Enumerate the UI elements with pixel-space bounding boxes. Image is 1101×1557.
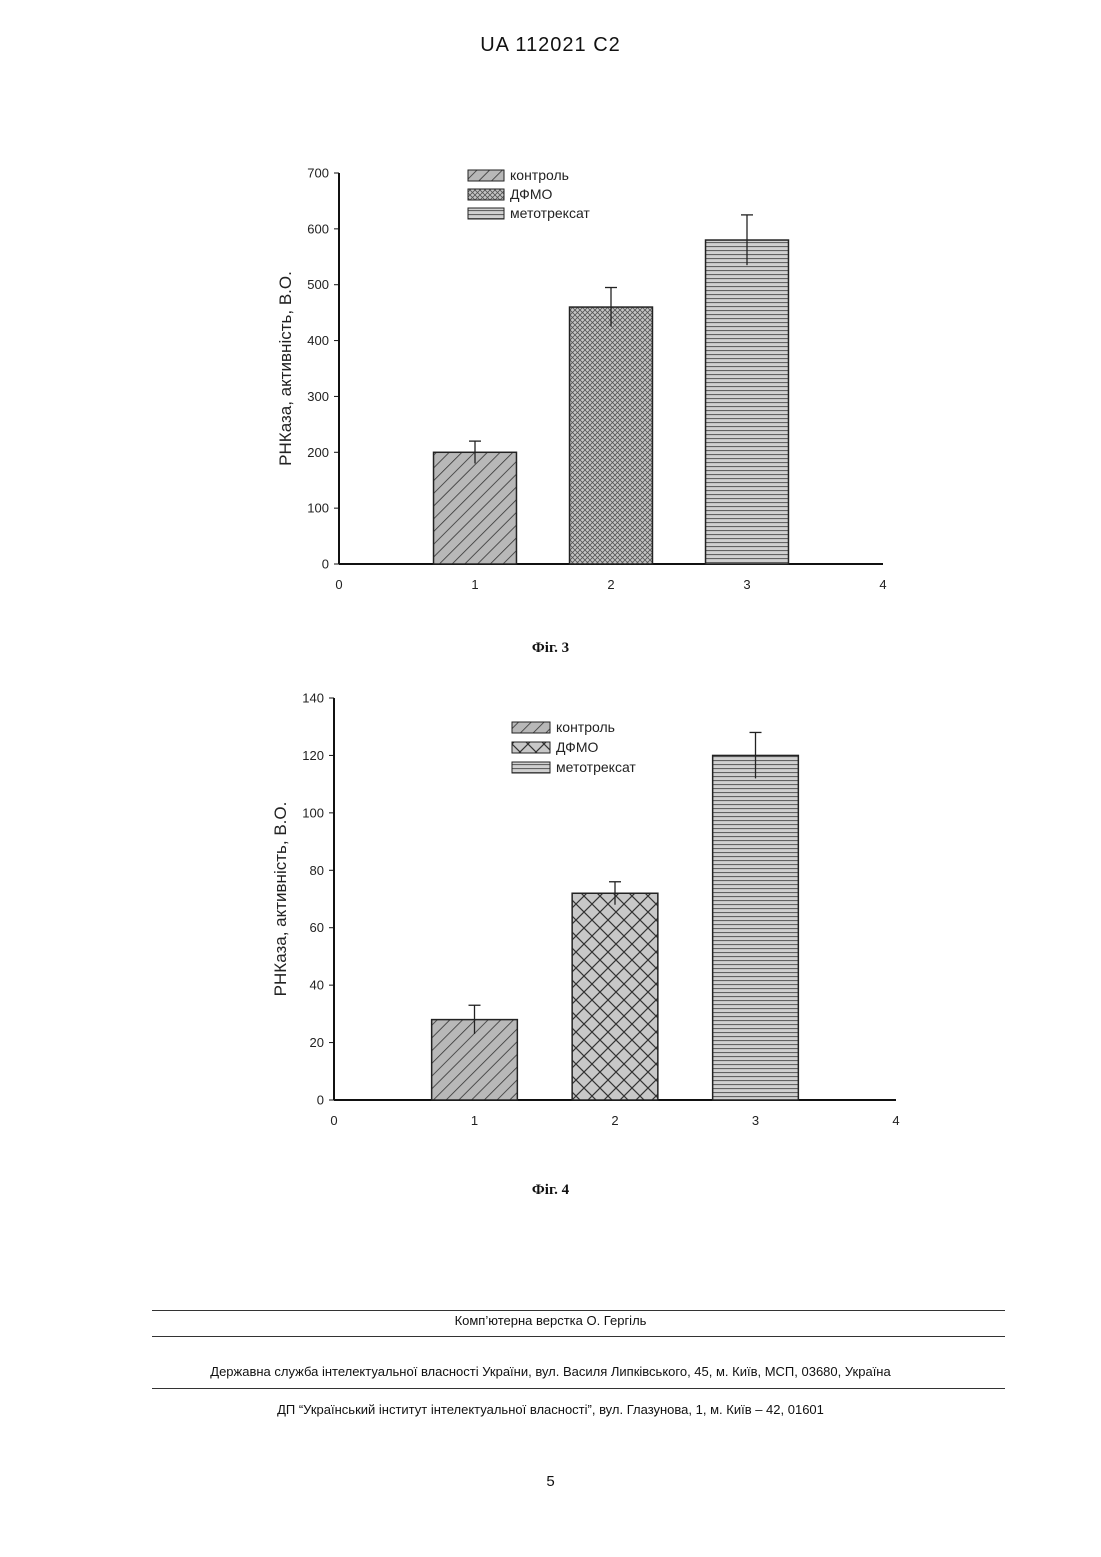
y-tick-label: 100 (302, 805, 324, 820)
legend-label: ДФМО (510, 186, 552, 202)
y-tick-label: 0 (317, 1093, 324, 1108)
bar (713, 755, 799, 1100)
x-tick-label: 0 (330, 1113, 337, 1128)
y-tick-label: 40 (310, 978, 324, 993)
x-tick-label: 2 (607, 577, 614, 592)
fig4-caption: Фіг. 4 (0, 1182, 1101, 1199)
x-tick-label: 1 (471, 1113, 478, 1128)
footer-office-address: Державна служба інтелектуальної власност… (0, 1364, 1101, 1379)
y-tick-label: 140 (302, 691, 324, 706)
legend-swatch (512, 762, 550, 773)
bar (572, 893, 658, 1100)
footer-rule (152, 1310, 1005, 1311)
y-tick-label: 0 (322, 557, 329, 572)
legend-swatch (468, 208, 504, 219)
legend-label: контроль (510, 167, 569, 183)
x-tick-label: 2 (611, 1113, 618, 1128)
x-tick-label: 0 (335, 577, 342, 592)
y-tick-label: 200 (307, 445, 329, 460)
bar (570, 307, 653, 564)
y-tick-label: 600 (307, 221, 329, 236)
legend-label: ДФМО (556, 739, 598, 755)
fig3-caption: Фіг. 3 (0, 640, 1101, 657)
legend-label: контроль (556, 719, 615, 735)
y-axis-label: РНКаза, активність, В.О. (276, 271, 295, 466)
y-tick-label: 400 (307, 333, 329, 348)
footer-institute-address: ДП “Український інститут інтелектуальної… (0, 1402, 1101, 1417)
y-axis-label: РНКаза, активність, В.О. (271, 802, 290, 997)
page-number: 5 (0, 1473, 1101, 1490)
x-tick-label: 1 (471, 577, 478, 592)
footer-rule (152, 1336, 1005, 1337)
chart-fig4: 0 20 40 60 80 100 120 140 0 1 2 3 4 РНКаза, активніст… (0, 680, 1101, 1150)
bar (434, 452, 517, 564)
legend-swatch (512, 742, 550, 753)
legend-swatch (468, 170, 504, 181)
y-tick-label: 80 (310, 863, 324, 878)
x-tick-label: 4 (892, 1113, 899, 1128)
footer-rule (152, 1388, 1005, 1389)
x-tick-label: 4 (879, 577, 886, 592)
y-tick-label: 500 (307, 277, 329, 292)
chart-fig3: 0 100 200 300 400 500 600 700 0 1 2 3 4 РНКаза, актив… (0, 150, 1101, 620)
legend-label: метотрексат (556, 759, 636, 775)
legend-swatch (512, 722, 550, 733)
footer-typesetter: Комп’ютерна верстка О. Гергіль (0, 1313, 1101, 1328)
y-tick-label: 700 (307, 166, 329, 181)
y-tick-label: 60 (310, 920, 324, 935)
x-tick-label: 3 (743, 577, 750, 592)
y-tick-label: 20 (310, 1035, 324, 1050)
legend-label: метотрексат (510, 205, 590, 221)
document-id: UA 112021 C2 (0, 34, 1101, 57)
x-tick-label: 3 (752, 1113, 759, 1128)
y-tick-label: 120 (302, 748, 324, 763)
bar (706, 240, 789, 564)
legend-swatch (468, 189, 504, 200)
y-tick-label: 300 (307, 389, 329, 404)
y-tick-label: 100 (307, 501, 329, 516)
